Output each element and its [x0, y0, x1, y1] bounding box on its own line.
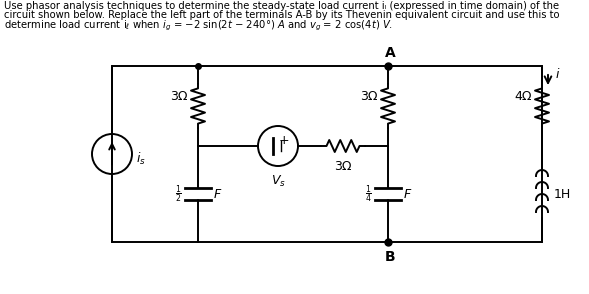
Text: $\frac{1}{2}$: $\frac{1}{2}$ — [175, 183, 182, 205]
Text: circuit shown below. Replace the left part of the terminals A-B by its Thevenin : circuit shown below. Replace the left pa… — [4, 10, 560, 20]
Text: 3Ω: 3Ω — [334, 160, 352, 173]
Text: 3Ω: 3Ω — [360, 89, 378, 103]
Text: 3Ω: 3Ω — [170, 89, 188, 103]
Text: $i_s$: $i_s$ — [136, 151, 146, 167]
Text: 4Ω: 4Ω — [515, 89, 532, 103]
Text: 1H: 1H — [554, 188, 571, 201]
Text: B: B — [385, 250, 395, 264]
Text: $V_s$: $V_s$ — [270, 174, 286, 189]
Text: i: i — [556, 69, 560, 81]
Text: $\frac{1}{4}$: $\frac{1}{4}$ — [365, 183, 372, 205]
Text: determine load current i$_\ell$ when $i_g$ = $-$2 sin(2$t$ $-$ 240°) $A$ and $v_: determine load current i$_\ell$ when $i_… — [4, 19, 393, 34]
Text: A: A — [385, 46, 395, 60]
Text: +: + — [279, 134, 289, 148]
Text: F: F — [404, 188, 411, 201]
Text: Use phasor analysis techniques to determine the steady-state load current iₗ (ex: Use phasor analysis techniques to determ… — [4, 1, 559, 11]
Text: F: F — [214, 188, 221, 201]
